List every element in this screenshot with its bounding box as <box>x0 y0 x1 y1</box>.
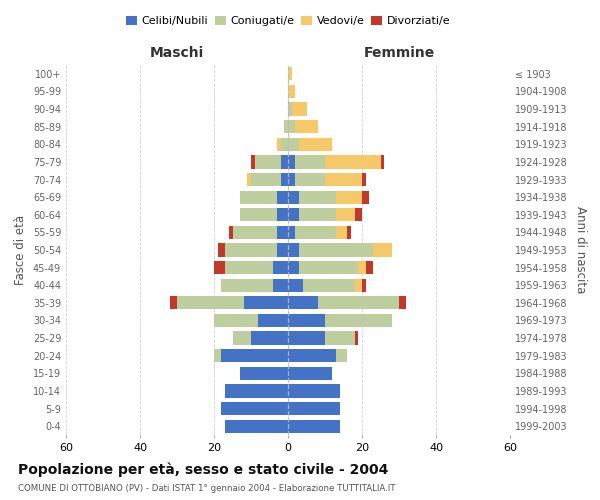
Bar <box>221 402 288 415</box>
Bar <box>299 261 358 274</box>
Bar <box>240 208 277 222</box>
Bar <box>225 261 273 274</box>
Bar <box>299 190 336 204</box>
Text: Maschi: Maschi <box>150 46 204 60</box>
Bar <box>288 349 336 362</box>
Bar <box>277 208 288 222</box>
Bar <box>225 244 277 256</box>
Bar <box>255 156 281 168</box>
Bar <box>295 120 317 134</box>
Bar <box>288 85 295 98</box>
Bar <box>214 314 259 327</box>
Bar <box>336 349 347 362</box>
Bar <box>218 244 225 256</box>
Bar <box>251 173 281 186</box>
Bar <box>288 156 295 168</box>
Bar <box>325 156 380 168</box>
Bar <box>281 173 288 186</box>
Bar <box>288 190 299 204</box>
Bar <box>288 402 340 415</box>
Bar <box>355 278 362 292</box>
Bar <box>299 138 332 151</box>
Bar <box>233 332 251 344</box>
Text: Femmine: Femmine <box>364 46 434 60</box>
Bar <box>288 384 340 398</box>
Bar <box>325 173 362 186</box>
Bar <box>362 278 366 292</box>
Bar <box>336 190 362 204</box>
Bar <box>299 244 373 256</box>
Bar <box>288 173 295 186</box>
Bar <box>240 366 288 380</box>
Bar <box>277 244 288 256</box>
Bar <box>399 296 406 310</box>
Y-axis label: Fasce di età: Fasce di età <box>14 215 27 285</box>
Bar <box>288 67 292 80</box>
Bar <box>366 261 373 274</box>
Text: COMUNE DI OTTOBIANO (PV) - Dati ISTAT 1° gennaio 2004 - Elaborazione TUTTITALIA.: COMUNE DI OTTOBIANO (PV) - Dati ISTAT 1°… <box>18 484 395 493</box>
Bar <box>325 332 355 344</box>
Bar <box>251 156 254 168</box>
Bar <box>288 420 340 433</box>
Bar <box>288 208 299 222</box>
Bar <box>277 190 288 204</box>
Bar <box>225 384 288 398</box>
Bar <box>288 314 325 327</box>
Bar <box>288 120 295 134</box>
Bar <box>288 102 292 116</box>
Bar <box>288 244 299 256</box>
Y-axis label: Anni di nascita: Anni di nascita <box>574 206 587 294</box>
Bar <box>288 366 332 380</box>
Bar <box>358 261 366 274</box>
Bar <box>336 226 347 239</box>
Bar <box>277 138 281 151</box>
Bar <box>273 278 288 292</box>
Bar <box>295 173 325 186</box>
Bar <box>288 261 299 274</box>
Bar <box>288 332 325 344</box>
Bar <box>284 120 288 134</box>
Bar <box>355 332 358 344</box>
Bar <box>380 156 384 168</box>
Bar <box>295 156 325 168</box>
Bar <box>295 226 336 239</box>
Bar <box>232 226 277 239</box>
Bar <box>362 173 366 186</box>
Text: Popolazione per età, sesso e stato civile - 2004: Popolazione per età, sesso e stato civil… <box>18 462 388 477</box>
Bar <box>247 173 251 186</box>
Bar <box>251 332 288 344</box>
Bar <box>281 138 288 151</box>
Legend: Celibi/Nubili, Coniugati/e, Vedovi/e, Divorziati/e: Celibi/Nubili, Coniugati/e, Vedovi/e, Di… <box>121 12 455 30</box>
Bar <box>325 314 392 327</box>
Bar <box>225 420 288 433</box>
Bar <box>273 261 288 274</box>
Bar <box>336 208 355 222</box>
Bar <box>277 226 288 239</box>
Bar <box>214 261 225 274</box>
Bar <box>292 102 307 116</box>
Bar <box>170 296 177 310</box>
Bar <box>177 296 244 310</box>
Bar <box>362 190 370 204</box>
Bar <box>288 138 299 151</box>
Bar <box>244 296 288 310</box>
Bar <box>288 226 295 239</box>
Bar <box>355 208 362 222</box>
Bar <box>281 156 288 168</box>
Bar <box>259 314 288 327</box>
Bar <box>221 278 273 292</box>
Bar <box>303 278 355 292</box>
Bar <box>347 226 351 239</box>
Bar <box>288 296 317 310</box>
Bar <box>214 349 221 362</box>
Bar <box>229 226 233 239</box>
Bar <box>221 349 288 362</box>
Bar <box>317 296 399 310</box>
Bar <box>288 278 303 292</box>
Bar <box>373 244 392 256</box>
Bar <box>299 208 336 222</box>
Bar <box>240 190 277 204</box>
